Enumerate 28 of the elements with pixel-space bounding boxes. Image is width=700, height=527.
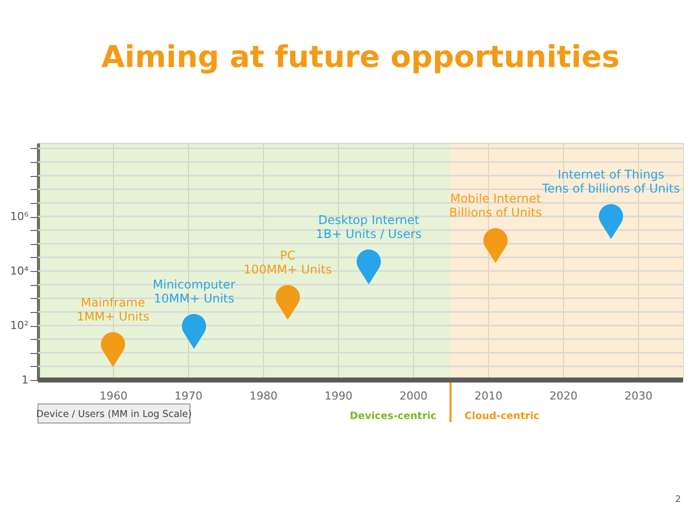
y-tick-label: 10² bbox=[10, 319, 28, 332]
x-tick-label: 1980 bbox=[250, 390, 278, 402]
point bbox=[182, 314, 206, 349]
text: 2 bbox=[675, 495, 681, 505]
x-tick-label: 2030 bbox=[624, 390, 652, 402]
annotation: Desktop Internet 1B+ Units / Users bbox=[316, 213, 422, 242]
text: Device / Users (MM in Log Scale) bbox=[36, 409, 192, 420]
annotation: Mainframe 1MM+ Units bbox=[76, 296, 150, 324]
annotation: Mobile Internet Billions of Units bbox=[449, 192, 542, 220]
point bbox=[483, 228, 508, 264]
band-label: Devices-centric bbox=[350, 411, 437, 422]
band-label: Cloud-centric bbox=[464, 411, 540, 422]
point bbox=[356, 250, 381, 284]
x-tick-label: 2000 bbox=[400, 390, 428, 402]
x-tick-label: 1990 bbox=[324, 390, 352, 402]
point bbox=[100, 332, 126, 367]
y-tick-label: 1 bbox=[22, 374, 28, 386]
annotation: PC 100MM+ Units bbox=[244, 248, 332, 276]
annotation: Internet of Things Tens of billions of Units bbox=[541, 168, 680, 196]
x-tick-label: 1960 bbox=[100, 390, 128, 402]
x-tick-label: 2020 bbox=[550, 390, 578, 402]
point bbox=[598, 204, 624, 239]
x-tick-label: 2010 bbox=[474, 390, 502, 402]
chart-title: Aiming at future opportunities bbox=[101, 40, 620, 75]
x-tick-label: 1970 bbox=[174, 390, 202, 402]
y-tick-label: 10⁶ bbox=[10, 210, 30, 224]
y-tick-label: 10⁴ bbox=[10, 264, 30, 278]
annotation: Minicomputer 10MM+ Units bbox=[152, 278, 236, 306]
